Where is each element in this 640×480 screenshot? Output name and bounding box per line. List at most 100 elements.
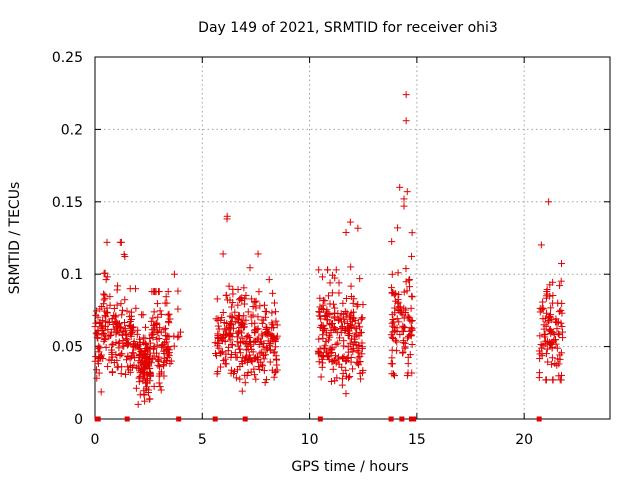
data-point: [544, 358, 552, 366]
data-point: [98, 331, 106, 339]
data-point: [390, 289, 398, 297]
data-point: [358, 339, 366, 347]
data-point: [150, 382, 158, 390]
data-point: [350, 295, 358, 303]
data-point: [93, 330, 101, 338]
data-point: [319, 301, 327, 309]
data-point: [400, 202, 408, 210]
data-point: [101, 323, 109, 331]
data-point: [394, 224, 402, 232]
data-point: [251, 354, 259, 362]
data-point: [222, 291, 230, 299]
data-point: [555, 372, 563, 380]
data-point: [349, 365, 357, 373]
data-point: [388, 354, 396, 362]
data-point: [214, 330, 222, 338]
data-point: [319, 334, 327, 342]
data-point: [557, 277, 565, 285]
data-point: [395, 306, 403, 314]
data-point: [260, 301, 268, 309]
data-point: [124, 363, 132, 371]
data-point: [226, 329, 234, 337]
data-point: [225, 343, 233, 351]
data-point: [146, 395, 154, 403]
zero-line-marker: [124, 416, 130, 422]
data-point: [269, 289, 277, 297]
zero-line-marker: [411, 416, 417, 422]
data-point: [407, 331, 415, 339]
data-point: [228, 312, 236, 320]
data-point: [117, 370, 125, 378]
data-point: [545, 198, 553, 206]
data-point: [236, 349, 244, 357]
data-point: [216, 334, 224, 342]
data-point: [400, 195, 408, 203]
zero-line-marker: [399, 416, 405, 422]
data-point: [132, 384, 140, 392]
data-point: [141, 348, 149, 356]
data-point: [547, 330, 555, 338]
data-point: [104, 363, 112, 371]
zero-line-marker: [212, 416, 218, 422]
data-point: [122, 370, 130, 378]
data-point: [121, 253, 129, 261]
data-point: [108, 368, 116, 376]
data-point: [326, 279, 334, 287]
data-point: [103, 273, 111, 281]
data-point: [247, 313, 255, 321]
data-point: [259, 343, 267, 351]
data-point: [272, 317, 280, 325]
data-point: [134, 326, 142, 334]
data-point: [235, 345, 243, 353]
data-point: [554, 330, 562, 338]
data-point: [543, 338, 551, 346]
data-point: [328, 345, 336, 353]
data-point: [113, 301, 121, 309]
data-point: [322, 313, 330, 321]
data-point: [121, 324, 129, 332]
data-point: [227, 321, 235, 329]
data-point: [399, 327, 407, 335]
data-point: [272, 308, 280, 316]
data-point: [101, 269, 109, 277]
data-point: [94, 334, 102, 342]
data-point: [233, 338, 241, 346]
data-point: [160, 354, 168, 362]
data-point: [174, 287, 182, 295]
data-point: [408, 229, 416, 237]
data-point: [160, 372, 168, 380]
data-point: [402, 91, 410, 99]
data-point: [390, 370, 398, 378]
data-point: [264, 337, 272, 345]
data-point: [97, 388, 105, 396]
data-point: [558, 299, 566, 307]
data-point: [249, 302, 257, 310]
data-point: [244, 308, 252, 316]
data-point: [402, 265, 410, 273]
data-point: [388, 360, 396, 368]
data-point: [328, 289, 336, 297]
data-point: [273, 361, 281, 369]
data-point: [318, 273, 326, 281]
data-point: [536, 369, 544, 377]
data-point: [160, 362, 168, 370]
data-point: [342, 390, 350, 398]
data-point: [238, 329, 246, 337]
data-point: [324, 266, 332, 274]
data-point: [556, 376, 564, 384]
data-point: [219, 333, 227, 341]
data-point: [547, 339, 555, 347]
data-point: [270, 299, 278, 307]
data-point: [146, 339, 154, 347]
data-point: [221, 355, 229, 363]
data-point: [349, 308, 357, 316]
data-point: [408, 317, 416, 325]
data-point: [329, 365, 337, 373]
data-point: [545, 327, 553, 335]
data-point: [552, 315, 560, 323]
data-point: [355, 342, 363, 350]
data-point: [548, 338, 556, 346]
data-point: [350, 314, 358, 322]
data-point: [154, 329, 162, 337]
data-point: [117, 238, 125, 246]
